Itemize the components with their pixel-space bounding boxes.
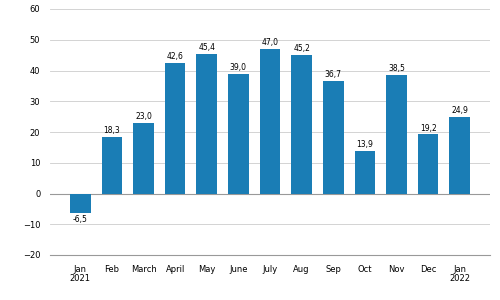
- Text: 19,2: 19,2: [420, 124, 436, 133]
- Bar: [386, 75, 407, 194]
- Text: 38,5: 38,5: [388, 64, 405, 73]
- Bar: [450, 117, 470, 194]
- Bar: [260, 49, 280, 194]
- Bar: [102, 137, 122, 194]
- Text: 24,9: 24,9: [452, 106, 468, 115]
- Bar: [228, 74, 248, 194]
- Bar: [323, 81, 344, 194]
- Text: 42,6: 42,6: [166, 52, 184, 61]
- Text: 36,7: 36,7: [324, 70, 342, 79]
- Bar: [70, 194, 90, 214]
- Text: 39,0: 39,0: [230, 63, 247, 72]
- Text: 18,3: 18,3: [104, 126, 120, 135]
- Text: 13,9: 13,9: [356, 140, 374, 149]
- Text: -6,5: -6,5: [73, 215, 88, 224]
- Text: 23,0: 23,0: [135, 112, 152, 121]
- Text: 45,2: 45,2: [293, 44, 310, 53]
- Bar: [292, 55, 312, 194]
- Bar: [418, 134, 438, 194]
- Bar: [165, 62, 186, 194]
- Text: 45,4: 45,4: [198, 43, 216, 52]
- Text: 47,0: 47,0: [262, 38, 278, 47]
- Bar: [133, 123, 154, 194]
- Bar: [354, 151, 375, 194]
- Bar: [196, 54, 217, 194]
